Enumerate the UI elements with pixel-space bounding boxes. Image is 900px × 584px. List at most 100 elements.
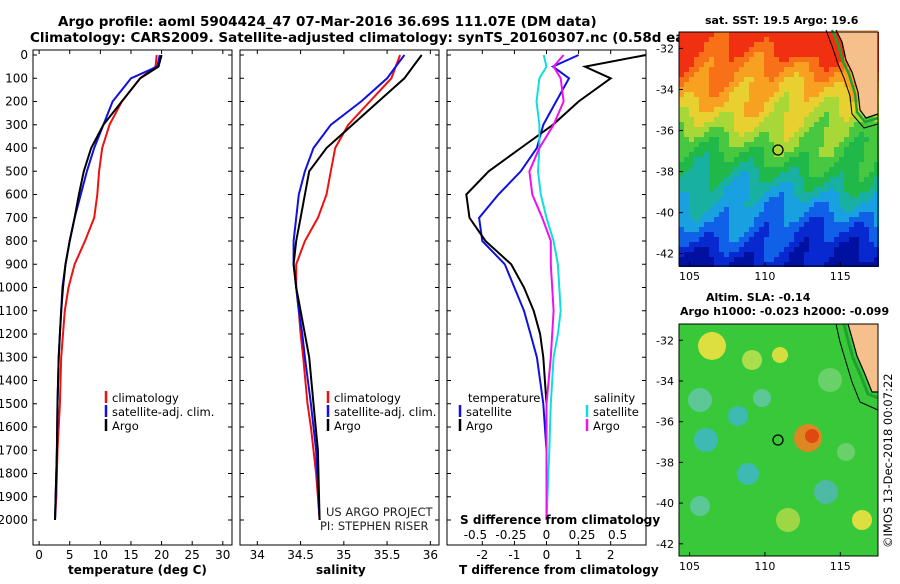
sst-cell [749, 157, 754, 162]
sst-cell [714, 132, 719, 137]
sst-cell [869, 257, 874, 262]
sst-cell [829, 192, 834, 197]
sst-cell [809, 177, 814, 182]
sst-cell [769, 102, 774, 107]
sst-cell [809, 102, 814, 107]
sst-cell [829, 157, 834, 162]
sst-cell [724, 252, 729, 257]
salinity-panel: 34 34.5 35 35.5 36 salinity climatology sate… [239, 49, 440, 577]
sst-cell [709, 127, 714, 132]
sst-cell [789, 252, 794, 257]
sst-cell [759, 202, 764, 207]
depth-tick-label: 600 [5, 188, 28, 202]
sst-cell [819, 62, 824, 67]
sst-cell [799, 127, 804, 132]
sst-cell [844, 177, 849, 182]
sst-cell [724, 257, 729, 262]
sst-cell [824, 132, 829, 137]
sst-cell [789, 142, 794, 147]
sst-cell [814, 167, 819, 172]
sst-cell [689, 47, 694, 52]
sst-cell [684, 132, 689, 137]
sst-cell [874, 172, 879, 177]
sst-cell [804, 112, 809, 117]
sst-cell [844, 112, 849, 117]
sst-cell [709, 47, 714, 52]
sst-cell [724, 52, 729, 57]
sst-cell [799, 57, 804, 62]
sst-cell [814, 67, 819, 72]
sst-cell [709, 252, 714, 257]
sst-cell [789, 122, 794, 127]
sst-cell [729, 257, 734, 262]
sst-cell [814, 197, 819, 202]
sst-cell [694, 57, 699, 62]
sst-cell [854, 167, 859, 172]
sst-cell [739, 192, 744, 197]
sst-cell [739, 47, 744, 52]
sst-cell [729, 32, 734, 37]
sst-cell [834, 237, 839, 242]
sst-cell [704, 157, 709, 162]
sst-cell [684, 177, 689, 182]
sst-cell [794, 142, 799, 147]
sst-cell [824, 172, 829, 177]
sst-cell [774, 87, 779, 92]
sst-cell [784, 217, 789, 222]
sst-cell [829, 162, 834, 167]
sst-cell [719, 107, 724, 112]
sst-cell [754, 97, 759, 102]
sst-cell [789, 167, 794, 172]
sst-cell [784, 187, 789, 192]
sst-cell [779, 162, 784, 167]
sst-cell [724, 242, 729, 247]
sst-cell [774, 37, 779, 42]
sst-cell [859, 172, 864, 177]
sst-cell [734, 257, 739, 262]
sst-cell [734, 187, 739, 192]
sst-cell [764, 262, 769, 267]
sst-cell [689, 187, 694, 192]
sst-cell [744, 37, 749, 42]
sst-cell [799, 137, 804, 142]
sst-cell [779, 177, 784, 182]
sst-cell [784, 247, 789, 252]
sst-cell [774, 167, 779, 172]
sst-cell [749, 237, 754, 242]
sst-cell [724, 112, 729, 117]
sst-cell [864, 172, 869, 177]
sst-cell [869, 192, 874, 197]
sst-cell [684, 112, 689, 117]
sst-cell [679, 242, 684, 247]
sst-cell [764, 232, 769, 237]
sst-cell [739, 152, 744, 157]
sst-cell [869, 132, 874, 137]
sst-cell [764, 82, 769, 87]
sst-cell [854, 197, 859, 202]
sst-cell [764, 177, 769, 182]
sst-cell [679, 257, 684, 262]
sst-cell [829, 77, 834, 82]
sst-cell [719, 167, 724, 172]
sst-cell [759, 122, 764, 127]
sst-cell [689, 122, 694, 127]
sst-cell [819, 77, 824, 82]
sst-cell [749, 102, 754, 107]
sst-cell [704, 47, 709, 52]
sst-cell [719, 217, 724, 222]
sst-cell [759, 42, 764, 47]
sst-cell [679, 167, 684, 172]
sst-cell [754, 32, 759, 37]
sst-cell [739, 52, 744, 57]
sst-cell [814, 217, 819, 222]
sst-cell [844, 102, 849, 107]
sst-cell [794, 212, 799, 217]
sst-cell [784, 97, 789, 102]
sst-cell [719, 57, 724, 62]
sst-cell [679, 162, 684, 167]
sst-cell [714, 82, 719, 87]
sst-cell [719, 232, 724, 237]
sst-cell [864, 242, 869, 247]
sst-cell [679, 67, 684, 72]
sst-cell [834, 97, 839, 102]
